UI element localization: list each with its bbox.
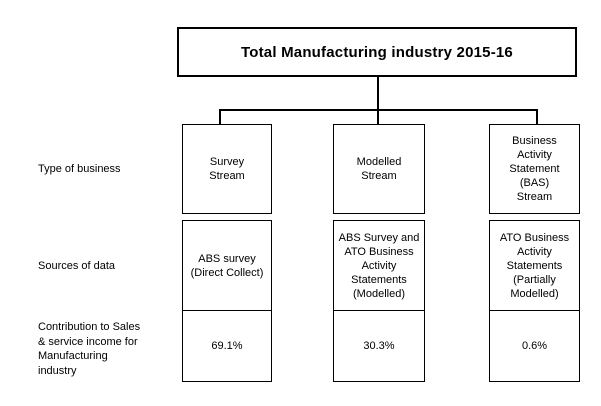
connector-stem — [377, 77, 379, 110]
connector-drop-modelled — [377, 109, 379, 125]
box-modelled-contribution: 30.3% — [333, 310, 425, 382]
row-label-type-of-business: Type of business — [38, 163, 121, 175]
box-survey-sources: ABS survey (Direct Collect) — [182, 220, 272, 311]
row-label-sources-of-data: Sources of data — [38, 259, 116, 272]
connector-drop-survey — [219, 109, 221, 125]
box-bas-type: Business Activity Statement (BAS) Stream — [489, 124, 580, 214]
connector-drop-bas — [536, 109, 538, 125]
box-modelled-sources: ABS Survey and ATO Business Activity Sta… — [333, 220, 425, 311]
box-bas-sources: ATO Business Activity Statements (Partia… — [489, 220, 580, 311]
box-bas-contribution: 0.6% — [489, 310, 580, 382]
box-survey-contribution: 69.1% — [182, 310, 272, 382]
row-label-contribution: Contribution to Sales & service income f… — [38, 321, 141, 377]
box-modelled-type: Modelled Stream — [333, 124, 425, 214]
title-box: Total Manufacturing industry 2015-16 — [177, 27, 577, 77]
title-text: Total Manufacturing industry 2015-16 — [241, 43, 513, 61]
box-survey-type: Survey Stream — [182, 124, 272, 214]
